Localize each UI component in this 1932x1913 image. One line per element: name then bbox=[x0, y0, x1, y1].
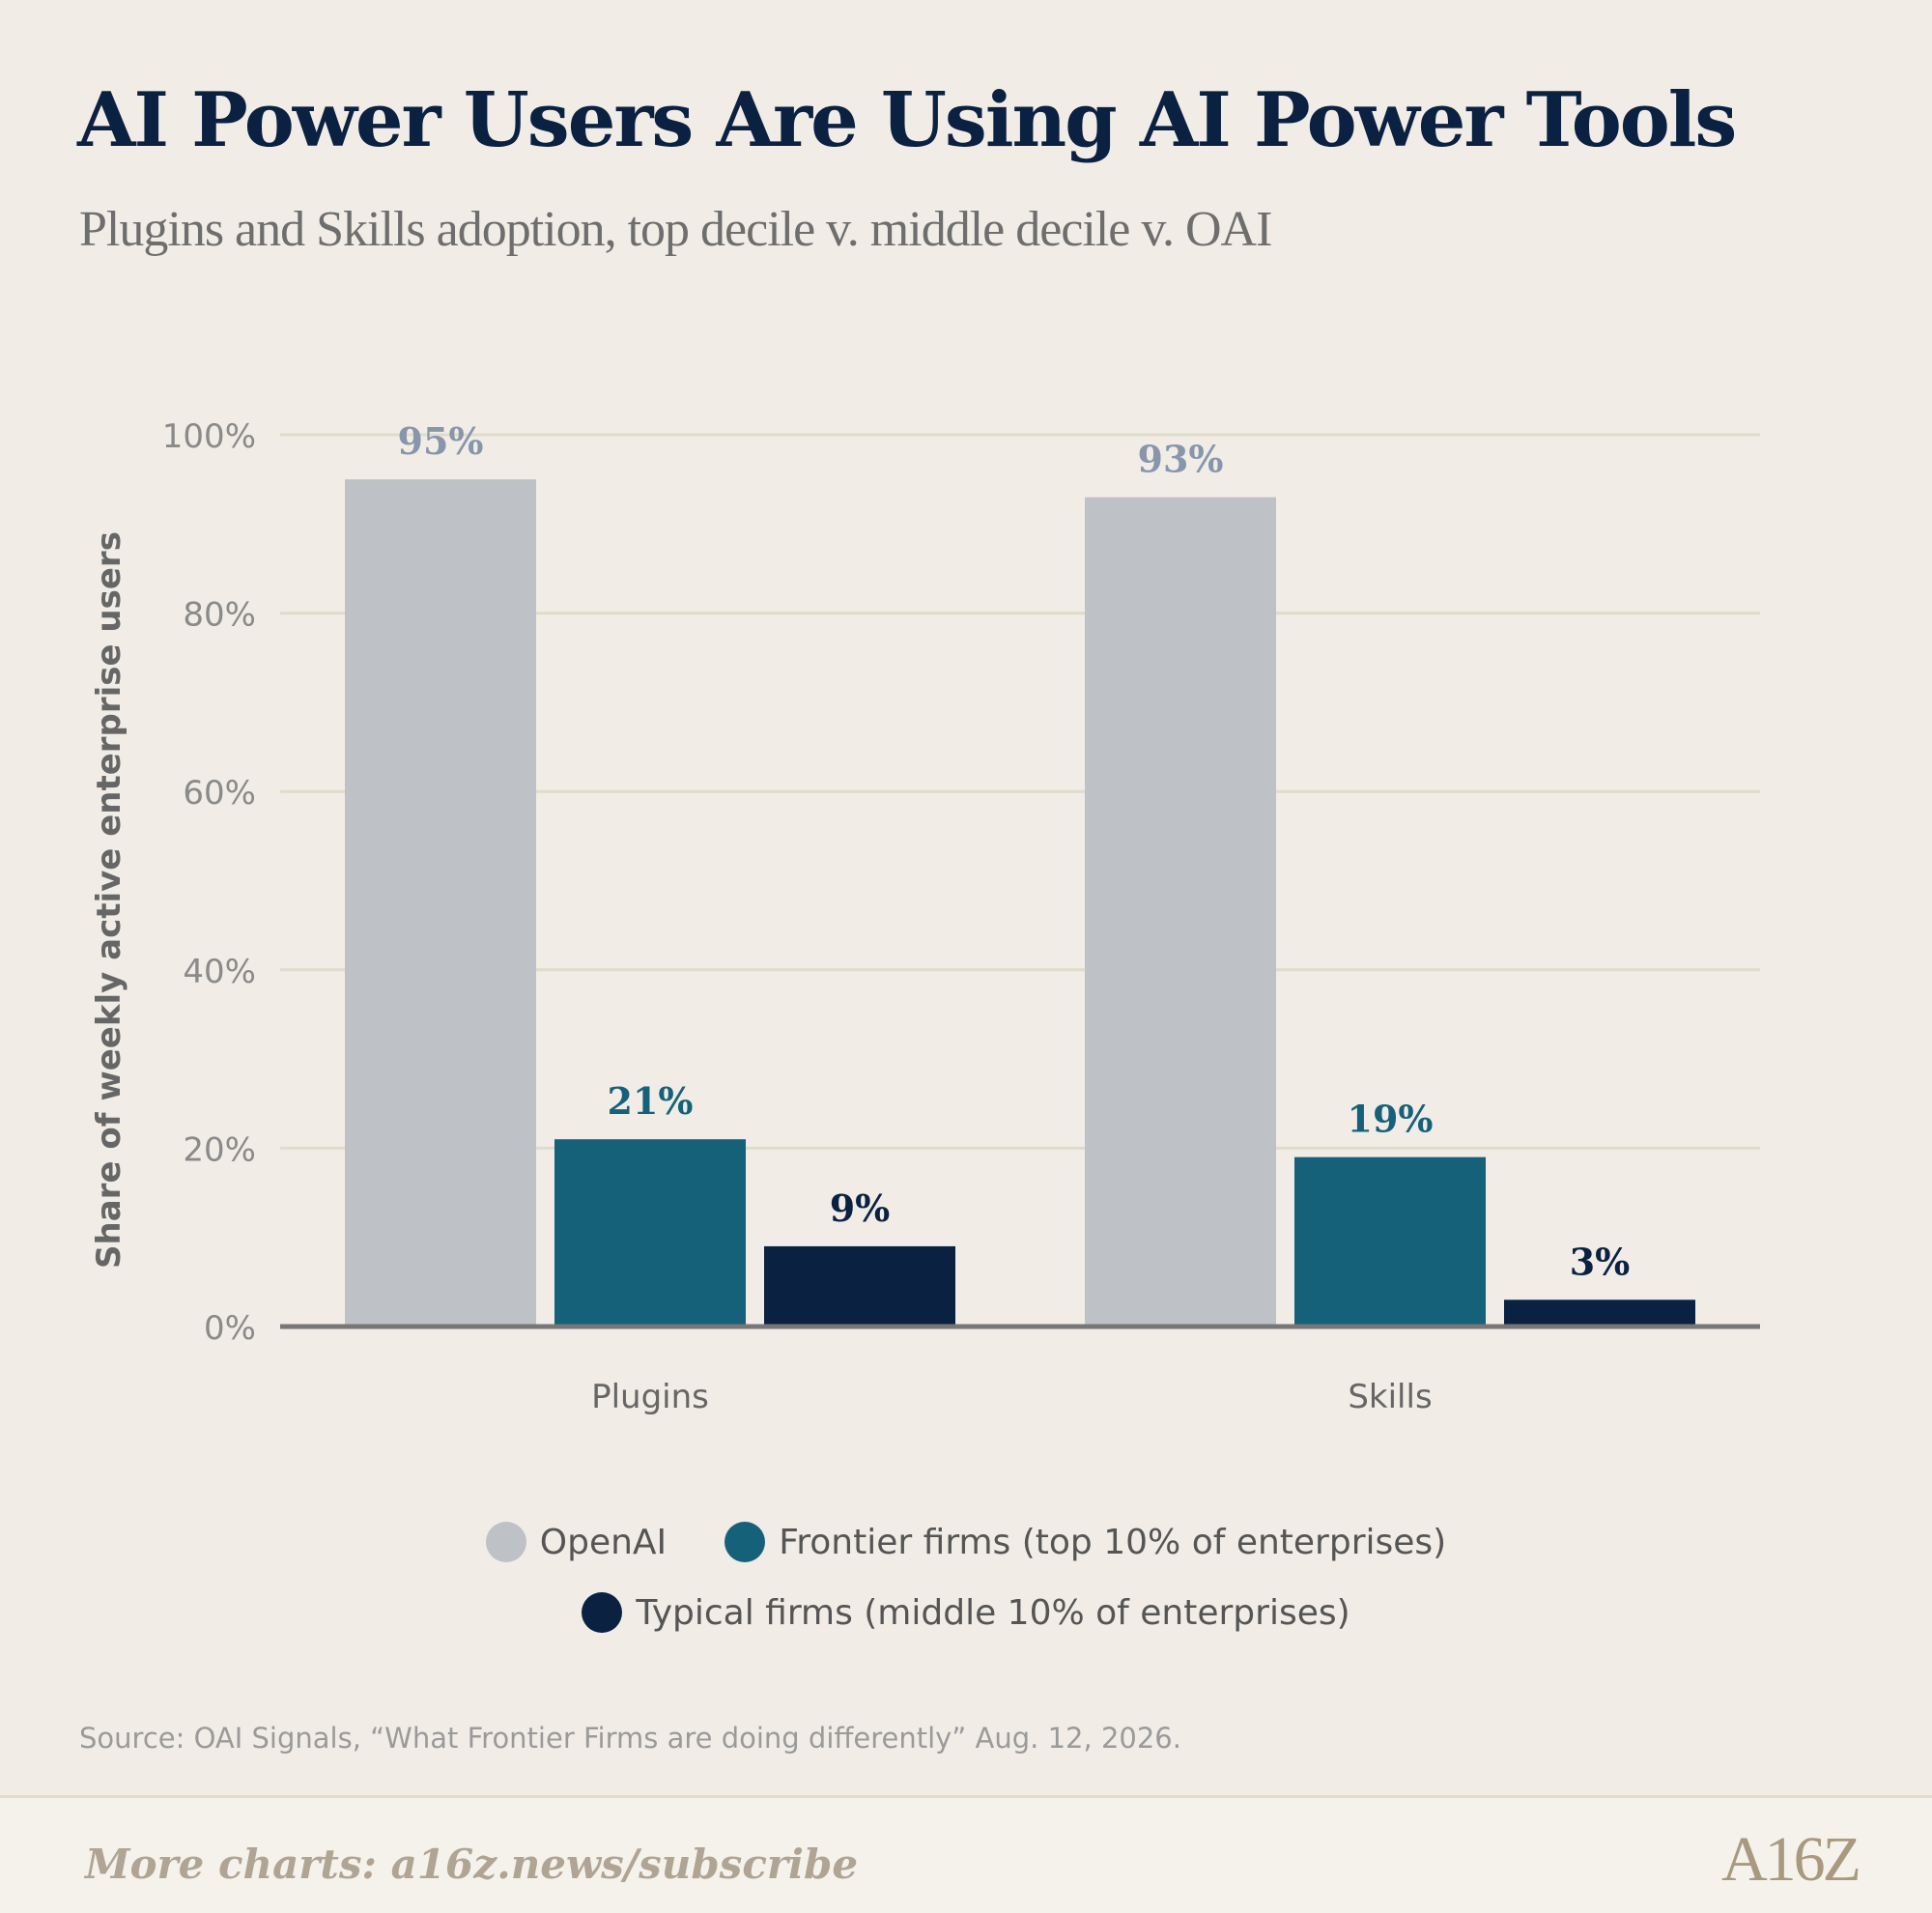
legend-label-frontier: Frontier firms (top 10% of enterprises) bbox=[779, 1522, 1447, 1562]
chart-subtitle: Plugins and Skills adoption, top decile … bbox=[79, 202, 1272, 257]
legend-row-1: OpenAI Frontier firms (top 10% of enterp… bbox=[0, 1522, 1932, 1562]
legend-item-typical: Typical firms (middle 10% of enterprises… bbox=[582, 1592, 1350, 1633]
legend-label-openai: OpenAI bbox=[539, 1522, 668, 1562]
y-axis-title: Share of weekly active enterprise users bbox=[90, 531, 128, 1269]
data-label: 3% bbox=[1570, 1240, 1631, 1283]
bar bbox=[764, 1245, 955, 1327]
data-label: 19% bbox=[1348, 1098, 1434, 1141]
data-label: 9% bbox=[830, 1186, 891, 1230]
legend-row-2: Typical firms (middle 10% of enterprises… bbox=[0, 1592, 1932, 1633]
y-tick-label: 40% bbox=[183, 953, 256, 991]
bar bbox=[1085, 497, 1276, 1327]
bar bbox=[554, 1139, 746, 1327]
data-label: 93% bbox=[1138, 438, 1224, 481]
y-tick-label: 20% bbox=[183, 1130, 256, 1169]
y-tick-label: 0% bbox=[204, 1309, 256, 1348]
bar bbox=[345, 479, 536, 1327]
bar bbox=[1504, 1299, 1695, 1327]
legend-swatch-openai bbox=[485, 1522, 526, 1562]
legend-item-openai: OpenAI bbox=[485, 1522, 668, 1562]
y-tick-label: 100% bbox=[162, 417, 256, 456]
chart-title: AI Power Users Are Using AI Power Tools bbox=[77, 76, 1737, 164]
subscribe-link[interactable]: More charts: a16z.news/subscribe bbox=[85, 1841, 859, 1888]
a16z-logo: A16Z bbox=[1721, 1824, 1861, 1895]
legend-swatch-frontier bbox=[724, 1522, 766, 1562]
legend-label-typical: Typical firms (middle 10% of enterprises… bbox=[636, 1592, 1350, 1633]
bar-chart: 0% 20% 40% 60% 80% 100% Share of weekly active… bbox=[90, 417, 1760, 1416]
legend-swatch-typical bbox=[582, 1592, 623, 1633]
data-label: 95% bbox=[398, 419, 484, 463]
bar bbox=[1294, 1156, 1486, 1327]
footer: More charts: a16z.news/subscribe A16Z bbox=[0, 1795, 1932, 1913]
x-tick-label: Skills bbox=[1348, 1378, 1432, 1416]
y-tick-label: 60% bbox=[183, 774, 256, 813]
data-label: 21% bbox=[608, 1079, 694, 1123]
x-tick-label: Plugins bbox=[591, 1378, 709, 1416]
y-tick-label: 80% bbox=[183, 596, 256, 635]
source-note: Source: OAI Signals, “What Frontier Firm… bbox=[79, 1722, 1181, 1755]
legend-item-frontier: Frontier firms (top 10% of enterprises) bbox=[724, 1522, 1446, 1562]
